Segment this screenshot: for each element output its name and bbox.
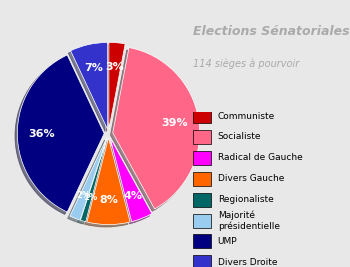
Text: 7%: 7%	[84, 63, 103, 73]
Text: UMP: UMP	[218, 237, 237, 246]
Text: Elections Sénatoriales: Elections Sénatoriales	[193, 25, 349, 38]
Text: Majorité
présidentielle: Majorité présidentielle	[218, 210, 280, 231]
Text: 4%: 4%	[124, 191, 142, 201]
Text: Divers Droite: Divers Droite	[218, 258, 277, 267]
Text: 8%: 8%	[99, 195, 118, 205]
Text: 39%: 39%	[161, 118, 188, 128]
FancyBboxPatch shape	[193, 151, 211, 165]
Wedge shape	[18, 55, 104, 212]
Wedge shape	[110, 138, 152, 222]
Text: Radical de Gauche: Radical de Gauche	[218, 153, 302, 162]
FancyBboxPatch shape	[193, 193, 211, 207]
Wedge shape	[109, 42, 125, 129]
Text: 1%: 1%	[83, 193, 97, 202]
Text: 2%: 2%	[77, 191, 91, 200]
Text: Divers Gauche: Divers Gauche	[218, 174, 284, 183]
Text: Socialiste: Socialiste	[218, 132, 261, 142]
Text: 36%: 36%	[28, 128, 55, 139]
Wedge shape	[80, 138, 107, 222]
Text: 3%: 3%	[105, 62, 124, 72]
FancyBboxPatch shape	[193, 234, 211, 248]
Wedge shape	[87, 138, 130, 225]
FancyBboxPatch shape	[193, 255, 211, 267]
FancyBboxPatch shape	[193, 214, 211, 227]
Text: 114 sièges à pourvoir: 114 sièges à pourvoir	[193, 58, 299, 69]
FancyBboxPatch shape	[193, 130, 211, 144]
Wedge shape	[70, 138, 107, 220]
FancyBboxPatch shape	[193, 172, 211, 186]
Wedge shape	[113, 48, 200, 209]
Text: Communiste: Communiste	[218, 112, 275, 120]
Wedge shape	[71, 42, 107, 129]
FancyBboxPatch shape	[193, 109, 211, 123]
Text: Regionaliste: Regionaliste	[218, 195, 273, 204]
